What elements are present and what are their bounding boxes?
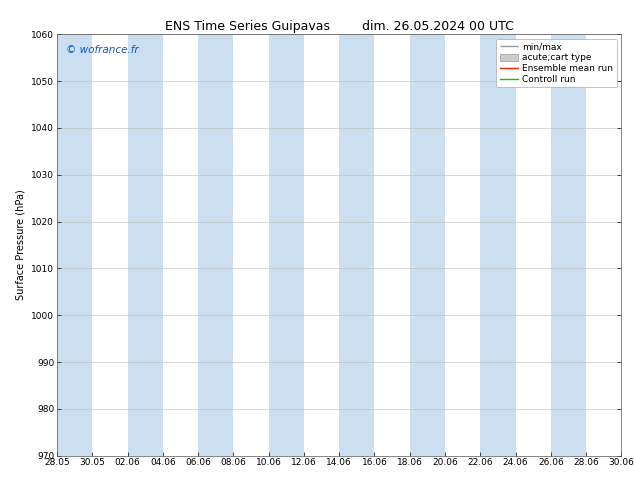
Bar (515, 34, 551, 456)
Bar (375, 34, 410, 456)
Legend: min/max, acute;cart type, Ensemble mean run, Controll run: min/max, acute;cart type, Ensemble mean … (496, 39, 617, 87)
Y-axis label: Surface Pressure (hPa): Surface Pressure (hPa) (16, 190, 26, 300)
Bar (410, 34, 445, 456)
Bar (198, 34, 233, 456)
Bar (445, 34, 481, 456)
Bar (481, 34, 515, 456)
Bar (57, 34, 93, 456)
Text: © wofrance.fr: © wofrance.fr (65, 45, 138, 55)
Title: ENS Time Series Guipavas        dim. 26.05.2024 00 UTC: ENS Time Series Guipavas dim. 26.05.2024… (165, 20, 514, 33)
Bar (93, 34, 127, 456)
Bar (127, 34, 163, 456)
Bar (269, 34, 304, 456)
Bar (586, 34, 621, 456)
Bar (163, 34, 198, 456)
Bar (233, 34, 269, 456)
Bar (551, 34, 586, 456)
Bar (339, 34, 375, 456)
Bar (304, 34, 339, 456)
